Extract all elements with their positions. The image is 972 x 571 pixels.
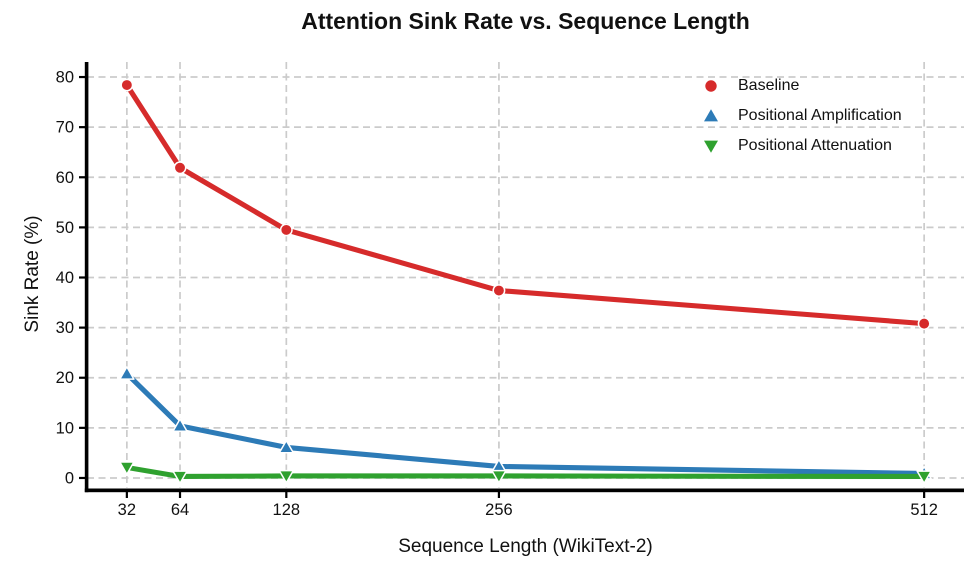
series-positional-amplification [119,366,932,480]
circle-legend-marker-icon [705,79,717,92]
data-point-triangle-down [172,470,188,485]
y-tick-label: 50 [56,219,74,237]
y-tick-label: 80 [56,69,74,87]
data-point-triangle-down [278,469,295,484]
triangle-up-legend-marker-icon [704,108,718,121]
x-tick-label: 256 [485,501,513,519]
data-point-triangle-down [491,469,507,484]
series-positional-attenuation [119,461,932,485]
y-tick-label: 10 [56,419,74,437]
x-tick-label: 128 [273,501,301,519]
legend-item-baseline: Baseline [700,74,902,97]
series-baseline [120,78,931,331]
y-tick-label: 70 [56,119,74,137]
legend-item-positional-amplification: Positional Amplification [700,104,902,127]
data-point-triangle-up [704,108,718,121]
legend-label: Positional Attenuation [738,136,892,154]
legend-item-positional-attenuation: Positional Attenuation [700,134,902,157]
data-point-triangle-down [916,470,932,485]
x-tick-label: 64 [171,501,189,519]
y-axis-label: Sink Rate (%) [22,215,43,333]
data-point-triangle-up [172,418,188,433]
x-tick-label: 512 [910,501,938,519]
data-point-triangle-up [119,366,135,380]
data-point-circle [917,317,931,331]
triangle-down-legend-marker-icon [704,140,718,153]
legend-label: Positional Amplification [738,106,902,124]
x-axis-label: Sequence Length (WikiText-2) [398,536,653,557]
legend: Baseline Positional Amplification Position… [700,74,902,157]
y-tick-label: 40 [56,269,74,287]
x-axis-spine [84,488,965,493]
data-point-triangle-up [278,439,295,454]
chart-title: Attention Sink Rate vs. Sequence Length [301,8,750,34]
y-tick-label: 30 [56,319,74,337]
data-point-circle [120,78,134,92]
series-line [124,371,927,477]
data-point-circle [279,223,293,237]
data-point-circle [492,284,506,297]
y-tick-label: 0 [65,469,74,487]
data-point-circle [173,161,187,175]
x-tick-label: 32 [118,501,136,519]
y-tick-label: 20 [56,369,74,387]
data-point-triangle-down [119,461,135,476]
legend-label: Baseline [738,76,800,94]
data-point-circle [705,79,717,92]
y-axis-spine [84,62,89,493]
y-tick-label: 60 [56,169,74,187]
data-point-triangle-down [704,140,718,153]
